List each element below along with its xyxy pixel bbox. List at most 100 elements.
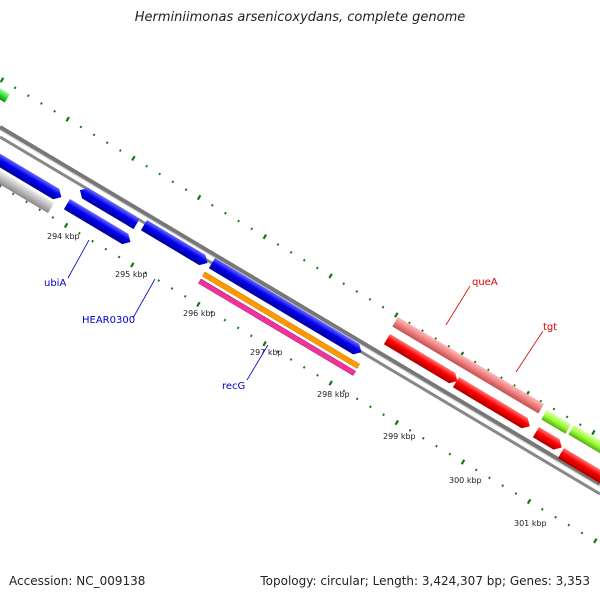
feature-green [0,82,10,103]
major-tick [131,155,136,162]
feature-lime-1 [541,410,572,434]
tick-labels: 294 kbp 295 kbp 296 kbp 297 kbp 298 kbp … [47,232,547,528]
major-tick [63,222,69,229]
feature-pink [392,317,545,414]
minor-tick [369,405,372,409]
gene-label-queA: queA [472,277,498,288]
minor-tick [117,255,121,259]
feature-red-3 [532,427,562,450]
minor-tick [382,413,385,417]
inner-tick-ring [0,183,598,544]
minor-tick [514,492,518,495]
map-title: Herminiimonas arsenicoxydans, complete g… [134,10,466,25]
tick-label: 301 kbp [514,519,547,528]
minor-tick [53,109,56,113]
tick-label: 297 kbp [250,348,283,357]
minor-tick [435,444,438,448]
major-tick [262,233,268,240]
feature-blue-2 [79,188,140,230]
minor-tick [289,358,293,361]
minor-tick [289,250,293,254]
feature-orange [202,271,360,369]
gene-label-recG: recG [222,381,245,392]
minor-tick [91,239,94,243]
minor-tick [250,227,254,231]
minor-tick [342,282,346,286]
gene-label-leaders [67,239,544,381]
minor-tick [170,287,174,290]
minor-tick [368,297,372,301]
feature-grey-1 [0,167,55,214]
gene-labels: ubiA HEAR0300 recG queA tgt [44,277,557,392]
minor-tick [38,208,42,212]
minor-tick [144,271,147,275]
minor-tick [105,141,109,145]
minor-tick [580,531,584,535]
minor-tick [13,86,17,90]
feature-red-4 [557,448,600,484]
major-tick [328,273,333,279]
minor-tick [567,523,571,527]
minor-tick [421,436,425,440]
minor-tick [210,310,213,314]
tick-label: 295 kbp [115,270,148,279]
gene-label-ubiA: ubiA [44,278,66,289]
minor-tick [554,515,557,519]
accession-text: Accession: NC_009138 [9,574,146,588]
major-tick [196,194,202,201]
minor-tick [224,211,227,215]
minor-tick [408,428,412,432]
minor-tick [474,468,478,472]
minor-tick [237,219,240,223]
minor-tick [51,216,55,219]
minor-tick [11,192,15,196]
minor-tick [210,203,214,207]
minor-tick [26,94,30,98]
minor-tick [316,373,319,377]
minor-tick [249,334,253,338]
minor-tick [104,247,108,251]
major-tick [526,498,532,505]
outer-tick-ring [0,77,596,436]
minor-tick [381,305,385,309]
minor-tick [223,318,227,322]
major-tick [130,262,135,268]
minor-tick [92,133,96,137]
minor-tick [302,258,306,262]
tick-label: 294 kbp [47,232,80,241]
minor-tick [355,290,359,293]
tick-label: 300 kbp [449,476,482,485]
gene-label-tgt: tgt [543,322,557,333]
major-tick [593,538,598,544]
minor-tick [158,172,162,176]
major-tick [394,312,399,318]
genome-summary-text: Topology: circular; Length: 3,424,307 bp… [260,574,590,588]
feature-red-2 [452,377,530,429]
minor-tick [236,326,240,330]
feature-track [0,82,600,484]
feature-magenta [198,278,356,376]
major-tick [0,77,5,83]
major-tick [196,301,201,308]
major-tick [460,459,466,465]
minor-tick [488,476,491,480]
minor-tick [171,180,175,184]
minor-tick [145,164,148,168]
major-tick [328,380,333,386]
minor-tick [316,266,319,270]
minor-tick [276,350,280,354]
minor-tick [342,389,346,393]
major-tick [591,429,596,436]
minor-tick [78,231,81,235]
minor-tick [184,188,188,192]
feature-blue-1 [0,150,62,200]
minor-tick [40,102,43,105]
minor-tick [540,507,544,511]
minor-tick [448,452,452,456]
tick-label: 298 kbp [317,390,350,399]
minor-tick [157,279,161,283]
tick-label: 296 kbp [183,309,216,318]
major-tick [262,340,267,347]
minor-tick [302,365,306,369]
